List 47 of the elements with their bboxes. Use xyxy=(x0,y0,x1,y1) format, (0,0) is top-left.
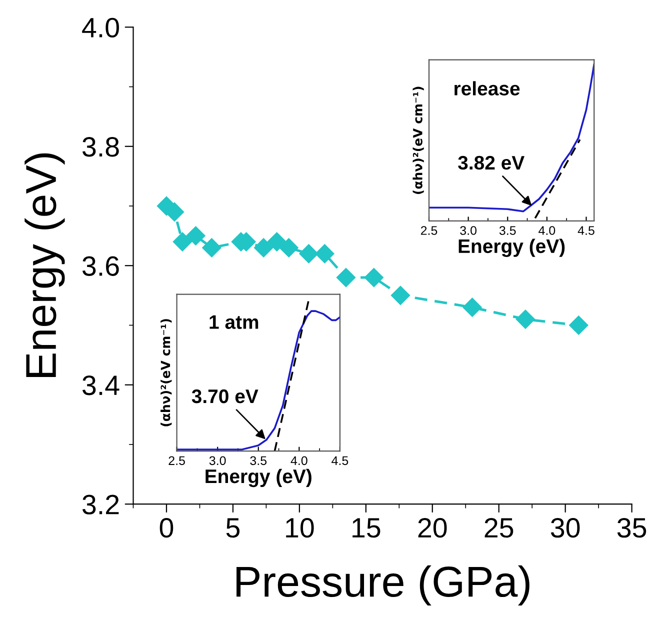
point xyxy=(390,286,410,305)
x-axis-title: Energy (eV) xyxy=(206,468,312,488)
x-tick-label: 35 xyxy=(617,518,646,538)
x-tick-label: 0 xyxy=(160,518,174,538)
point xyxy=(279,238,298,258)
point xyxy=(336,268,356,288)
point xyxy=(267,232,286,252)
annotation: release xyxy=(454,81,520,96)
point xyxy=(299,244,318,264)
x-tick-label: 2.5 xyxy=(168,456,185,466)
y-axis-title: Energy (eV) xyxy=(24,153,65,377)
x-tick-label: 3.5 xyxy=(499,226,516,235)
x-tick-label: 4.0 xyxy=(538,226,556,235)
point xyxy=(516,310,535,329)
y-tick-label: 3.2 xyxy=(82,494,119,514)
y-tick-label: 4.0 xyxy=(82,18,119,38)
x-tick-label: 25 xyxy=(484,518,514,538)
x-axis-title: Energy (eV) xyxy=(458,238,565,257)
x-axis-title: Pressure (GPa) xyxy=(236,565,530,606)
point xyxy=(186,226,206,246)
y-tick-label: 3.6 xyxy=(82,256,119,276)
x-tick-label: 4.5 xyxy=(578,226,594,235)
y-axis-title: (αhν)²(eV cm⁻¹) xyxy=(160,319,172,426)
point xyxy=(254,238,274,258)
x-tick-label: 10 xyxy=(286,518,314,538)
x-tick-label: 2.5 xyxy=(420,226,438,235)
x-tick-label: 3.5 xyxy=(250,456,267,466)
annotation: 1 atm xyxy=(210,315,258,329)
x-tick-label: 4.0 xyxy=(290,456,308,466)
y-tick-label: 3.4 xyxy=(82,376,120,396)
annotation: 3.82 eV xyxy=(458,156,524,170)
point xyxy=(315,244,334,264)
annotation: 3.70 eV xyxy=(192,389,258,404)
x-tick-label: 30 xyxy=(550,518,580,538)
point xyxy=(172,232,192,252)
x-tick-label: 4.5 xyxy=(332,456,348,466)
y-axis-title: (αhν)²(eV cm⁻¹) xyxy=(412,86,424,194)
x-tick-label: 20 xyxy=(418,518,447,538)
point xyxy=(364,268,384,288)
x-tick-label: 5 xyxy=(226,518,240,538)
point xyxy=(462,298,482,317)
y-tick-label: 3.8 xyxy=(82,137,119,157)
x-tick-label: 3.0 xyxy=(209,456,226,466)
x-tick-label: 15 xyxy=(352,518,380,538)
point xyxy=(202,238,222,258)
x-tick-label: 3.0 xyxy=(460,226,477,235)
point xyxy=(569,316,588,335)
